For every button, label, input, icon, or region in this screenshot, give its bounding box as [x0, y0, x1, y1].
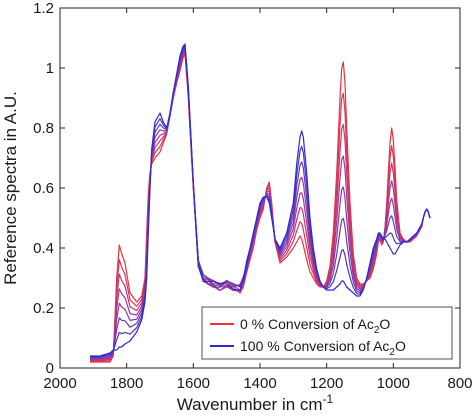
legend: 0 % Conversion of Ac2O 100 % Conversion … — [201, 306, 453, 360]
x-tick-label: 1800 — [110, 375, 143, 392]
spectrum-line-0pct — [90, 52, 431, 363]
x-axis-label-main: Wavenumber in cm — [177, 395, 323, 414]
spectrum-line-14pct — [90, 51, 431, 362]
y-axis-label: Reference spectra in A.U. — [1, 91, 20, 285]
x-tick-label: 2000 — [43, 375, 76, 392]
x-tick-label: 1400 — [243, 375, 276, 392]
spectrum-line-86pct — [90, 44, 431, 358]
legend-label-100pct: 100 % Conversion of Ac2O — [240, 338, 406, 358]
spectrum-line-100pct — [90, 43, 431, 357]
y-tick-label: 0.6 — [33, 180, 54, 197]
y-tick-label: 0.4 — [33, 240, 54, 257]
x-tick-label: 1600 — [177, 375, 210, 392]
y-tick-label: 0.2 — [33, 300, 54, 317]
spectrum-line-29pct — [90, 49, 431, 361]
legend-label-0pct: 0 % Conversion of Ac2O — [240, 316, 390, 336]
x-axis-label-superscript: -1 — [323, 392, 334, 406]
x-tick-label: 1200 — [310, 375, 343, 392]
series-layer — [90, 43, 431, 363]
ticks-layer: 2000 1800 1600 1400 1200 1000 800 0 0.2 0.4 0.6 0.8… — [33, 0, 472, 392]
spectrum-line-43pct — [90, 48, 431, 360]
y-tick-label: 1 — [46, 60, 54, 77]
legend-box — [201, 306, 453, 360]
y-tick-label: 1.2 — [33, 0, 54, 17]
spectrum-line-71pct — [90, 45, 431, 359]
spectrum-line-57pct — [90, 47, 431, 360]
y-tick-label: 0 — [46, 360, 54, 377]
x-tick-label: 800 — [447, 375, 472, 392]
y-tick-label: 0.8 — [33, 120, 54, 137]
x-axis-label: Wavenumber in cm-1 — [177, 392, 334, 414]
x-tick-label: 1000 — [377, 375, 410, 392]
